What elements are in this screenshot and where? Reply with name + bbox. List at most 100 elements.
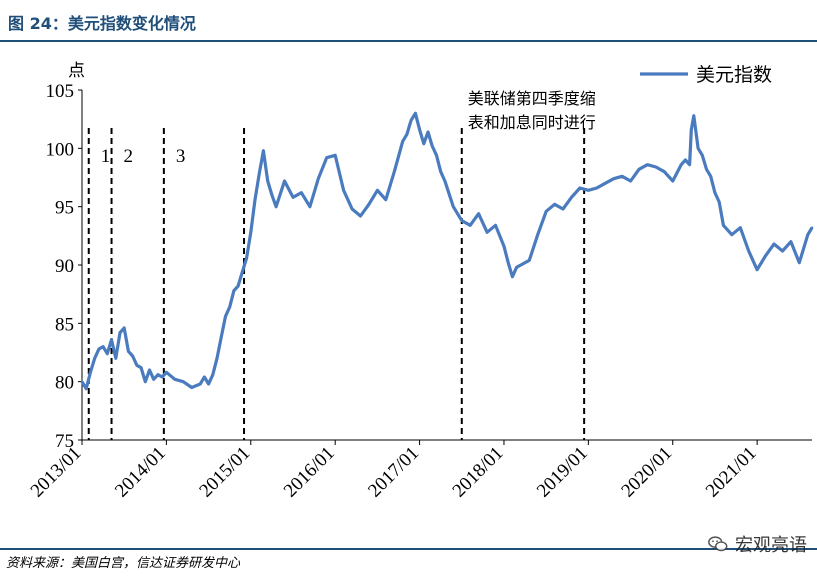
y-tick-label: 90 <box>55 256 74 277</box>
data-point <box>414 112 417 115</box>
data-point <box>739 226 742 229</box>
data-point <box>439 170 442 173</box>
data-point <box>806 233 809 236</box>
data-point <box>384 198 388 201</box>
data-point <box>604 182 607 185</box>
data-point <box>232 289 236 292</box>
data-point <box>165 371 168 374</box>
data-point <box>367 203 371 206</box>
data-point <box>173 378 177 381</box>
data-point <box>152 378 155 381</box>
legend-label: 美元指数 <box>696 64 772 86</box>
data-point <box>258 172 261 176</box>
data-point <box>701 154 704 157</box>
data-point <box>241 270 244 274</box>
data-point <box>536 233 539 236</box>
data-point <box>810 226 814 229</box>
data-point <box>717 200 721 204</box>
data-point <box>637 168 641 171</box>
data-point <box>511 275 514 278</box>
data-point <box>333 154 337 157</box>
data-point <box>270 193 274 197</box>
data-point <box>688 163 691 166</box>
data-point <box>359 214 362 218</box>
data-point <box>443 179 447 183</box>
data-point <box>220 336 223 339</box>
y-tick-label: 100 <box>46 139 75 160</box>
data-point <box>156 373 160 376</box>
data-point <box>182 380 185 383</box>
data-point <box>249 231 252 234</box>
data-point <box>122 326 126 330</box>
data-point <box>570 196 573 199</box>
data-point <box>755 268 759 271</box>
figure-header: 图 24：美元指数变化情况 <box>0 0 817 42</box>
data-point <box>418 128 421 131</box>
data-point <box>245 256 248 260</box>
x-tick-label: 2014/01 <box>111 443 170 502</box>
data-point <box>469 224 472 227</box>
data-point <box>106 352 109 355</box>
x-tick-label: 2016/01 <box>280 443 339 502</box>
data-point <box>431 144 434 148</box>
data-point <box>148 368 151 372</box>
data-point <box>262 149 265 152</box>
data-point <box>376 189 379 192</box>
x-tick-label: 2018/01 <box>449 443 508 502</box>
y-tick-label: 105 <box>46 81 75 102</box>
data-point <box>485 231 489 234</box>
x-tick-label: 2019/01 <box>533 443 592 502</box>
event-line-label: 1 <box>101 146 111 167</box>
data-point <box>528 259 531 262</box>
data-point <box>308 205 312 208</box>
data-point <box>515 266 518 269</box>
data-point <box>722 224 725 227</box>
data-point <box>595 186 598 190</box>
data-point <box>730 233 734 236</box>
data-point <box>798 261 801 264</box>
data-point <box>690 128 693 131</box>
chart-axes <box>78 89 812 445</box>
wechat-icon <box>708 536 728 552</box>
data-point <box>629 179 632 183</box>
data-point <box>300 191 303 194</box>
data-point <box>97 347 101 351</box>
y-axis-label: 点 <box>68 61 85 81</box>
data-point <box>435 154 438 157</box>
data-point <box>274 205 278 208</box>
data-point <box>772 242 776 246</box>
data-point <box>646 163 649 166</box>
data-point <box>506 261 510 264</box>
y-tick-label: 85 <box>55 314 74 335</box>
data-point <box>80 380 84 383</box>
data-point <box>426 130 430 134</box>
header-rule <box>0 40 817 42</box>
data-point <box>663 170 666 173</box>
data-point <box>253 198 257 201</box>
data-point <box>266 179 269 183</box>
data-point <box>713 191 717 194</box>
data-point <box>654 165 658 169</box>
event-line-label: 2 <box>124 146 133 167</box>
data-point <box>679 163 683 166</box>
data-point <box>101 345 105 348</box>
event-lines <box>87 128 586 440</box>
data-point <box>405 133 409 136</box>
data-point <box>110 338 113 341</box>
data-point <box>747 249 750 253</box>
data-point <box>144 380 147 383</box>
footer-rule <box>0 548 817 550</box>
y-tick-label: 80 <box>55 373 74 394</box>
data-point <box>561 207 565 211</box>
data-point <box>135 364 139 367</box>
data-point <box>781 249 784 253</box>
data-point <box>317 177 320 180</box>
data-point <box>553 203 556 206</box>
data-point <box>764 254 767 257</box>
watermark-text: 宏观亮语 <box>735 535 807 556</box>
data-point <box>519 263 523 267</box>
data-point <box>118 331 122 334</box>
data-point <box>207 382 210 386</box>
data-point <box>709 175 712 178</box>
